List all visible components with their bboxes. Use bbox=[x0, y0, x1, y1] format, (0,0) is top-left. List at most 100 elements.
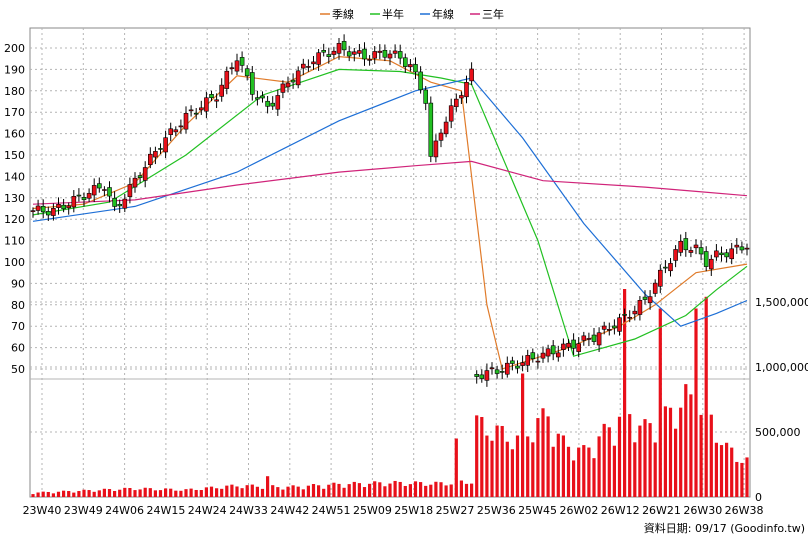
candle bbox=[280, 80, 286, 99]
candle bbox=[351, 48, 357, 62]
volume-bar bbox=[444, 485, 448, 497]
volume-bar bbox=[87, 490, 91, 497]
volume-bar bbox=[291, 485, 295, 497]
volume-bar bbox=[143, 487, 147, 497]
candle bbox=[61, 198, 66, 213]
candle bbox=[265, 95, 270, 114]
volume-bar bbox=[684, 384, 688, 497]
candle bbox=[387, 50, 393, 66]
candle bbox=[535, 354, 541, 369]
candle bbox=[652, 279, 658, 297]
volume-bar bbox=[587, 447, 591, 497]
volume-bar bbox=[704, 296, 708, 497]
volume-bar bbox=[347, 484, 351, 497]
candle bbox=[683, 231, 689, 257]
candle bbox=[469, 62, 474, 86]
volume-bar bbox=[123, 487, 127, 497]
candle bbox=[209, 90, 214, 102]
candle bbox=[244, 65, 250, 81]
volume-bar bbox=[546, 416, 550, 497]
volume-bar bbox=[735, 461, 739, 497]
volume-bar bbox=[612, 445, 616, 497]
volume-bar bbox=[352, 481, 356, 497]
volume-bar bbox=[158, 490, 163, 497]
candle bbox=[499, 364, 505, 379]
candle bbox=[459, 91, 464, 104]
volume-bar bbox=[378, 482, 382, 497]
volume-tick-label: 1,500,000 bbox=[755, 296, 808, 309]
volume-bar bbox=[317, 485, 321, 497]
volume-bar bbox=[92, 491, 96, 497]
volume-bar bbox=[638, 425, 642, 497]
price-tick-label: 60 bbox=[11, 342, 25, 355]
candle bbox=[295, 66, 301, 89]
candle bbox=[550, 340, 556, 361]
volume-bar bbox=[97, 490, 101, 497]
volume-bar bbox=[271, 485, 275, 497]
volume-bar bbox=[449, 484, 453, 497]
candlesticks bbox=[30, 34, 750, 387]
candle bbox=[300, 58, 306, 76]
candle bbox=[714, 244, 719, 261]
candle bbox=[586, 332, 592, 347]
volume-bar bbox=[225, 485, 229, 497]
volume-bar bbox=[266, 476, 270, 497]
volume-bar bbox=[633, 442, 637, 497]
volume-bar bbox=[699, 414, 703, 497]
candle bbox=[601, 321, 607, 335]
volume-bar bbox=[153, 490, 157, 497]
candle bbox=[433, 134, 439, 163]
candle bbox=[183, 106, 189, 134]
x-tick-label: 26W21 bbox=[642, 504, 681, 517]
candle bbox=[173, 126, 179, 137]
volume-bar bbox=[623, 289, 627, 497]
volume-tick-label: 500,000 bbox=[755, 426, 801, 439]
candle bbox=[306, 59, 311, 72]
candle bbox=[729, 242, 735, 265]
candle bbox=[45, 206, 51, 222]
candle bbox=[102, 186, 107, 197]
candle bbox=[520, 355, 525, 372]
volume-bar bbox=[470, 483, 474, 497]
x-tick-label: 26W38 bbox=[725, 504, 764, 517]
volume-bar bbox=[67, 491, 71, 497]
candle bbox=[91, 178, 97, 203]
price-tick-label: 70 bbox=[11, 320, 25, 333]
volume-bar bbox=[500, 425, 504, 497]
candle bbox=[321, 43, 327, 57]
candle bbox=[606, 322, 612, 336]
volume-bar bbox=[215, 488, 219, 497]
candle bbox=[637, 296, 643, 321]
volume-bar bbox=[148, 488, 152, 497]
candle bbox=[596, 327, 602, 352]
volume-bar bbox=[230, 484, 234, 497]
candle bbox=[525, 349, 531, 372]
candle bbox=[724, 249, 729, 263]
candle bbox=[408, 59, 413, 72]
candle bbox=[214, 93, 219, 109]
volume-bar bbox=[383, 486, 387, 497]
volume-bar bbox=[510, 449, 514, 497]
volume-bar bbox=[607, 427, 611, 497]
volume-bar bbox=[505, 441, 509, 497]
volume-bar bbox=[281, 489, 285, 497]
candle bbox=[663, 260, 668, 274]
candle bbox=[40, 199, 46, 219]
price-tick-label: 110 bbox=[4, 235, 25, 248]
candle bbox=[423, 86, 429, 111]
volume-bar bbox=[709, 414, 713, 497]
candle bbox=[693, 239, 699, 255]
volume-bar bbox=[296, 486, 300, 497]
candle bbox=[51, 203, 56, 221]
x-tick-label: 24W24 bbox=[188, 504, 227, 517]
volume-bar bbox=[62, 490, 66, 497]
candle bbox=[81, 192, 87, 207]
candle bbox=[163, 130, 168, 159]
volume-bar bbox=[572, 460, 576, 497]
candle bbox=[642, 290, 648, 305]
volume-bar bbox=[311, 484, 316, 497]
candle bbox=[657, 264, 663, 294]
candle bbox=[688, 246, 694, 258]
volume-bar bbox=[138, 489, 142, 497]
candle bbox=[168, 122, 173, 142]
